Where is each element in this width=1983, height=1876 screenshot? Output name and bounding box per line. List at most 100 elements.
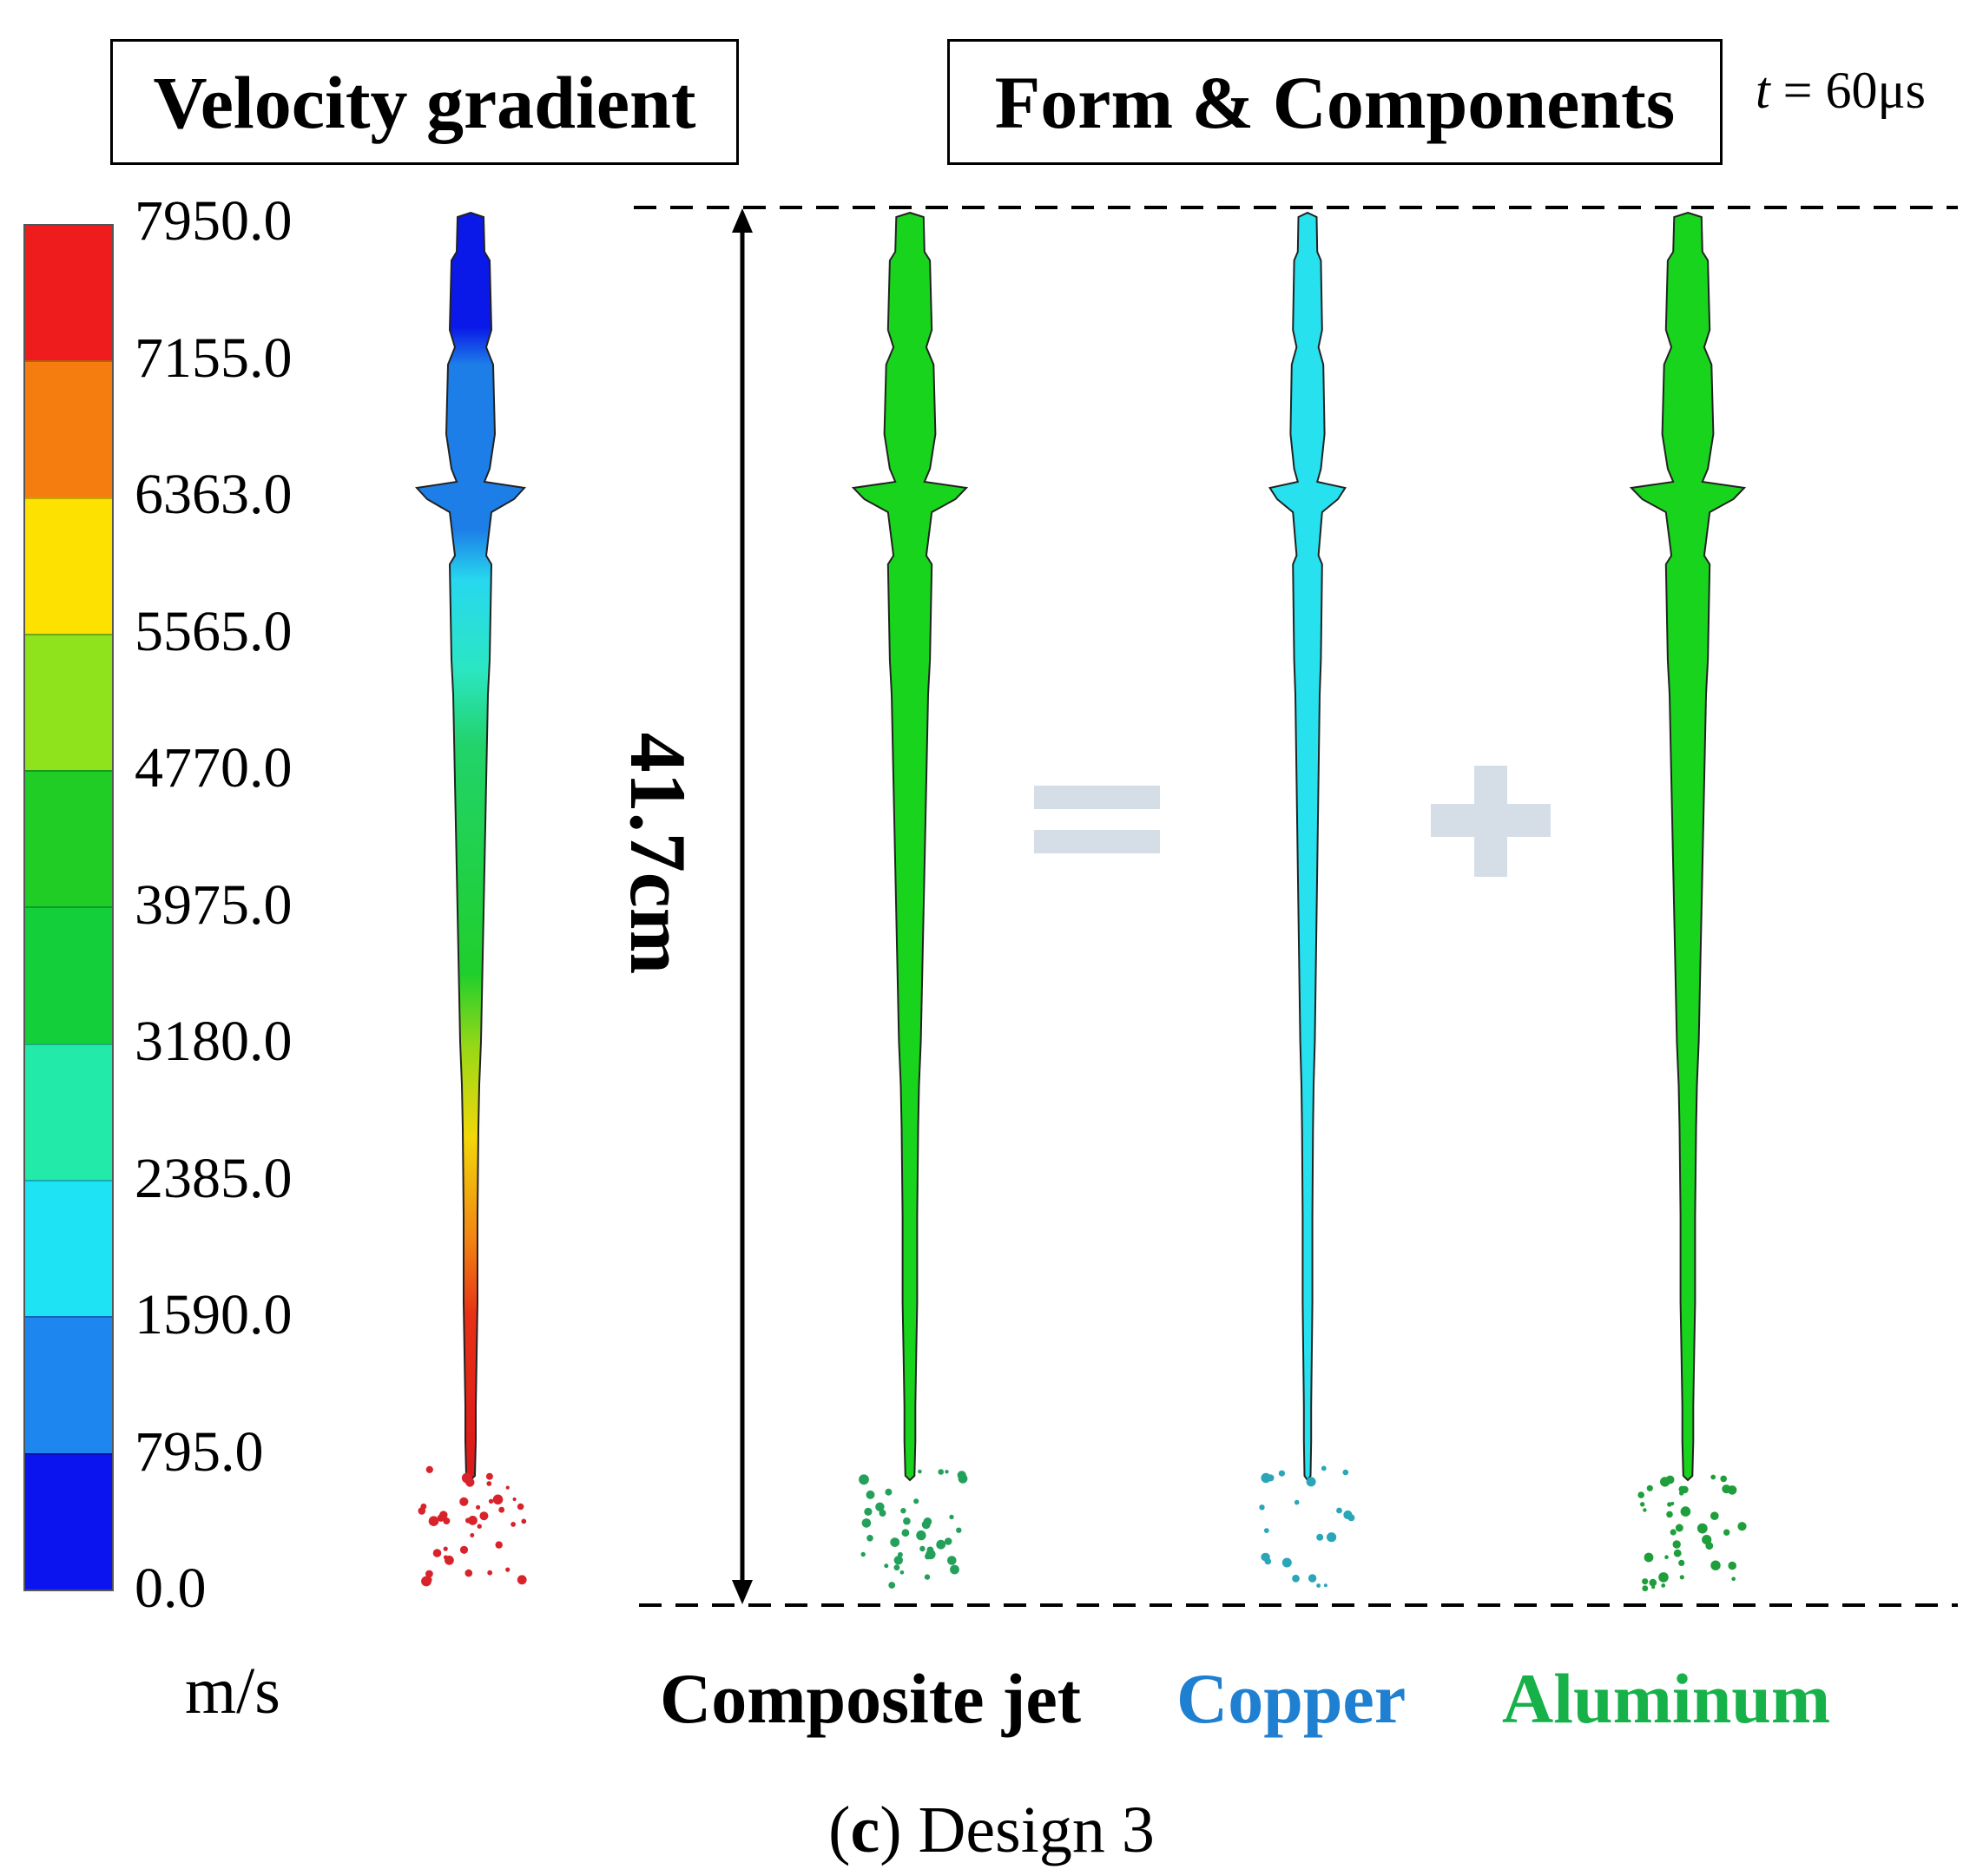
jet-particle <box>1666 1511 1673 1518</box>
jet-particle <box>1705 1542 1714 1550</box>
colorbar-segment <box>25 633 112 771</box>
jet-particle <box>468 1516 478 1525</box>
figure-caption: (c) Design 3 <box>828 1794 1155 1866</box>
jet-particle <box>888 1582 896 1589</box>
colorbar-segment <box>25 1316 112 1453</box>
jet-particle <box>443 1517 451 1524</box>
dimension-arrow <box>732 208 753 1604</box>
jet-particle <box>1737 1522 1747 1531</box>
velocity-jet <box>414 211 527 1587</box>
jet-particle <box>445 1555 454 1565</box>
jet-particle <box>1661 1583 1666 1588</box>
colorbar-tick-label: 0.0 <box>135 1557 207 1620</box>
composite-jet-label: Composite jet <box>660 1659 1082 1738</box>
composite-jet <box>851 211 969 1589</box>
jet-particle <box>1720 1475 1727 1483</box>
jet-particle <box>485 1472 493 1480</box>
jet-particle <box>426 1576 432 1583</box>
dimension-label: 41.7cm <box>614 732 702 975</box>
caption-text: Design 3 <box>901 1794 1155 1866</box>
jet-particle <box>512 1497 517 1502</box>
jet-particle <box>923 1517 932 1526</box>
jet-particle <box>885 1488 893 1496</box>
jet-particle <box>459 1497 469 1506</box>
jet-particle <box>1643 1508 1647 1512</box>
copper-label: Copper <box>1176 1659 1407 1738</box>
jet-particle <box>1323 1583 1327 1588</box>
aluminum-jet <box>1629 211 1747 1592</box>
velocity-title-text: Velocity gradient <box>153 60 696 144</box>
jet-particle <box>1728 1561 1736 1570</box>
jet-particle <box>918 1469 922 1474</box>
colorbar-segment <box>25 906 112 1043</box>
jet-particle <box>1316 1583 1321 1588</box>
jet-particle <box>465 1517 471 1524</box>
jet-particle <box>1294 1499 1300 1505</box>
form-components-title: Form & Components <box>947 39 1723 165</box>
jet-particle <box>893 1564 900 1571</box>
jet-particle <box>859 1474 869 1485</box>
colorbar-tick-label: 795.0 <box>135 1419 264 1484</box>
colorbar-segment <box>25 360 112 497</box>
colorbar-tick-label: 1590.0 <box>135 1283 293 1346</box>
jet-particle <box>486 1481 492 1486</box>
jet-particle <box>1281 1557 1292 1568</box>
jet-particle <box>505 1485 510 1490</box>
jet-particle <box>1292 1574 1300 1583</box>
jet-particle <box>1649 1578 1657 1587</box>
jet-particle <box>1278 1470 1285 1477</box>
jet-particle <box>1710 1511 1719 1520</box>
jet-particle <box>897 1551 903 1557</box>
jet-particle <box>875 1502 885 1512</box>
jet-particle <box>1264 1557 1272 1565</box>
aluminum-label: Aluminum <box>1502 1659 1831 1738</box>
jet-particle <box>1263 1528 1269 1533</box>
colorbar-segment <box>25 1180 112 1317</box>
jet-particle <box>1658 1572 1669 1583</box>
jet-particle <box>1723 1529 1730 1536</box>
colorbar-tick-label: 4770.0 <box>135 736 293 800</box>
jet-particle <box>418 1507 426 1515</box>
jet-particle <box>498 1506 505 1513</box>
jet-particle <box>1642 1585 1649 1592</box>
jet-particle <box>919 1545 926 1552</box>
jet-particle <box>492 1494 504 1505</box>
jet-particle <box>913 1498 919 1504</box>
jet-particle <box>425 1570 433 1578</box>
jet-particle <box>443 1546 448 1551</box>
jet-particle <box>944 1537 952 1545</box>
jet-particle <box>924 1574 931 1580</box>
jet-particle <box>1667 1502 1672 1507</box>
time-value: = 60μs <box>1769 62 1927 119</box>
jet-particle <box>1679 1575 1684 1580</box>
jet-particle <box>947 1556 957 1565</box>
jet-particle <box>1696 1523 1708 1534</box>
jet-particle <box>517 1575 527 1585</box>
jet-particle <box>464 1569 473 1577</box>
jet-particle <box>938 1469 944 1475</box>
jet-particle <box>1673 1549 1682 1557</box>
jet-particle <box>1680 1506 1691 1517</box>
colorbar-tick-label: 7950.0 <box>135 189 293 253</box>
jet-particle <box>860 1551 866 1557</box>
plus-icon <box>1431 766 1551 877</box>
jet-particle <box>465 1478 475 1487</box>
jet-particle <box>425 1465 433 1473</box>
colorbar-tick-label: 6363.0 <box>135 463 293 526</box>
jet-particle <box>470 1533 475 1537</box>
jet-particle <box>1675 1524 1683 1532</box>
colorbar-segment <box>25 1043 112 1181</box>
jet-particle <box>1336 1507 1342 1514</box>
jet-particle <box>1710 1560 1721 1570</box>
jet-particle <box>495 1541 503 1549</box>
jet-particle <box>1259 1504 1265 1511</box>
jet-particle <box>1670 1529 1677 1536</box>
jet-particle <box>957 1471 966 1480</box>
jet-particle <box>521 1518 527 1524</box>
colorbar-tick-label: 5565.0 <box>135 599 293 663</box>
jet-particle <box>1722 1484 1731 1494</box>
equals-icon <box>1034 786 1160 853</box>
jet-particle <box>511 1522 516 1527</box>
jet-particle <box>432 1549 442 1557</box>
